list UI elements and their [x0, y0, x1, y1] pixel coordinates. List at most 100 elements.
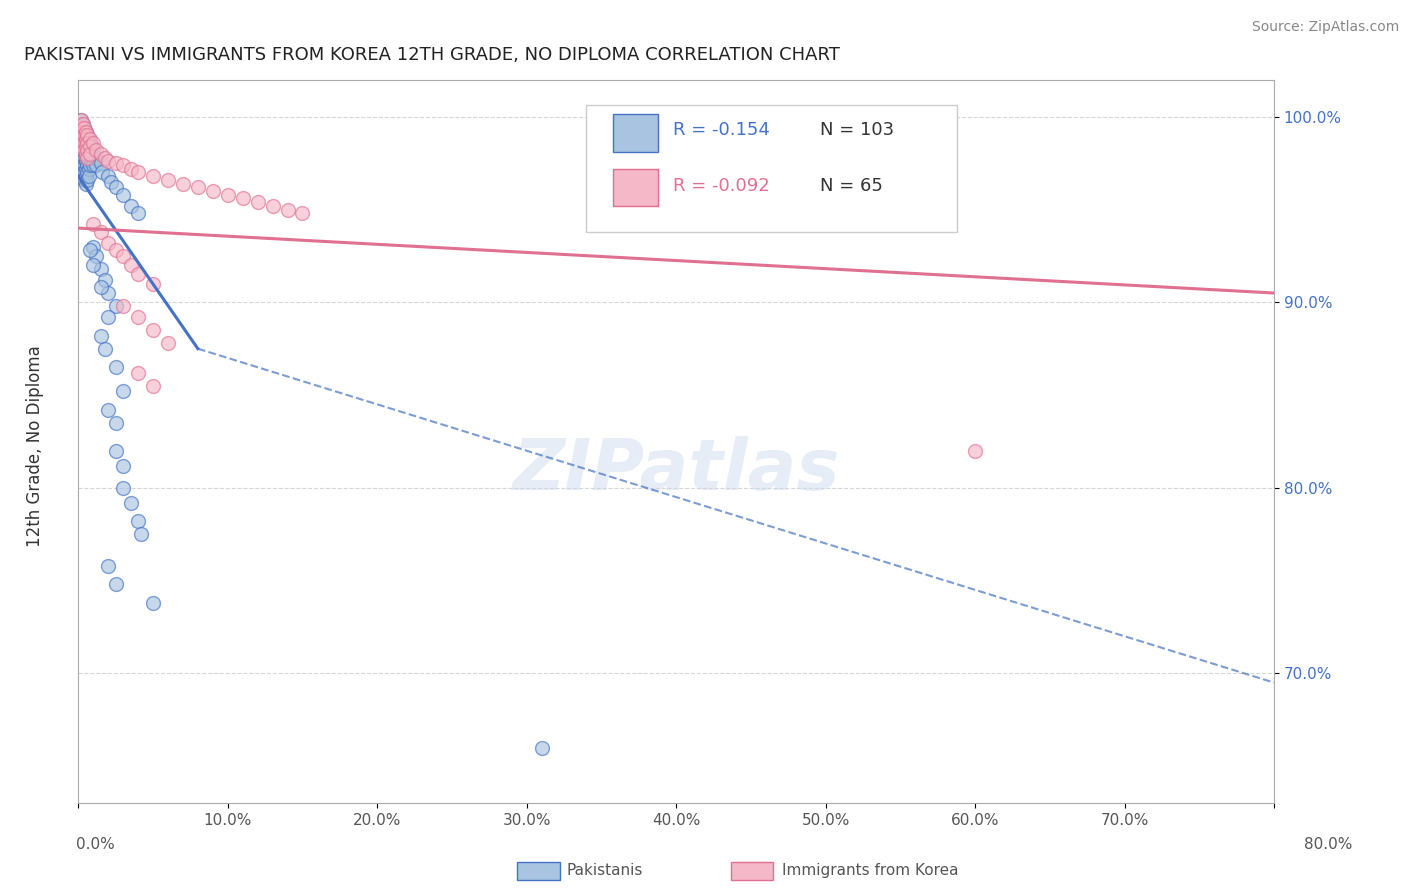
Point [69, 132, 91, 146]
Point [104, 360, 127, 375]
Point [112, 299, 135, 313]
Point [84, 143, 107, 157]
Point [72, 132, 94, 146]
Point [72, 139, 94, 153]
Point [112, 481, 135, 495]
Point [75, 177, 97, 191]
Point [91, 165, 114, 179]
Point [120, 199, 142, 213]
Point [80, 147, 103, 161]
Point [75, 139, 97, 153]
Point [73, 173, 96, 187]
Point [75, 125, 97, 139]
Point [73, 128, 96, 143]
Point [82, 136, 104, 150]
Point [70, 151, 93, 165]
Point [73, 151, 96, 165]
Point [127, 366, 149, 380]
Point [77, 139, 100, 153]
Point [77, 154, 100, 169]
Point [72, 147, 94, 161]
Point [70, 136, 93, 150]
Point [120, 496, 142, 510]
Point [142, 378, 165, 392]
Point [72, 117, 94, 131]
Point [70, 128, 93, 143]
Point [172, 177, 194, 191]
Point [82, 143, 104, 157]
Point [530, 740, 553, 755]
Point [79, 151, 101, 165]
Point [156, 173, 179, 187]
Point [97, 154, 120, 169]
Point [100, 175, 122, 189]
Point [73, 120, 96, 135]
Point [201, 184, 224, 198]
Text: 80.0%: 80.0% [1305, 838, 1353, 852]
Point [79, 139, 101, 153]
Point [75, 132, 97, 146]
Point [104, 416, 127, 430]
Point [120, 258, 142, 272]
Text: 0.0%: 0.0% [76, 838, 115, 852]
Point [142, 323, 165, 337]
Point [291, 206, 314, 220]
Point [77, 147, 100, 161]
Point [90, 261, 112, 276]
Point [72, 132, 94, 146]
Point [262, 199, 284, 213]
Text: PAKISTANI VS IMMIGRANTS FROM KOREA 12TH GRADE, NO DIPLOMA CORRELATION CHART: PAKISTANI VS IMMIGRANTS FROM KOREA 12TH … [24, 46, 841, 64]
Point [142, 596, 165, 610]
Point [76, 136, 98, 150]
Point [73, 120, 96, 135]
Point [142, 169, 165, 183]
Point [142, 277, 165, 291]
Point [82, 218, 104, 232]
Point [69, 137, 91, 152]
Point [97, 310, 120, 325]
Point [70, 120, 93, 135]
Point [75, 125, 97, 139]
Point [73, 165, 96, 179]
Point [72, 125, 94, 139]
Point [70, 161, 93, 176]
Point [90, 147, 112, 161]
Point [76, 151, 98, 165]
Point [104, 577, 127, 591]
Point [217, 187, 239, 202]
Point [84, 158, 107, 172]
Point [79, 147, 101, 161]
Point [97, 285, 120, 300]
Point [90, 280, 112, 294]
Text: Pakistanis: Pakistanis [567, 863, 643, 878]
Point [82, 158, 104, 172]
Point [76, 158, 98, 172]
Point [90, 328, 112, 343]
Point [90, 225, 112, 239]
Point [127, 268, 149, 282]
Point [90, 156, 112, 170]
Point [76, 128, 98, 143]
Point [70, 113, 93, 128]
Point [97, 169, 120, 183]
Point [70, 128, 93, 143]
Point [120, 161, 142, 176]
Point [127, 514, 149, 528]
Point [73, 158, 96, 172]
Point [277, 202, 299, 217]
Text: Source: ZipAtlas.com: Source: ZipAtlas.com [1251, 20, 1399, 34]
Point [82, 240, 104, 254]
FancyBboxPatch shape [613, 169, 658, 206]
Point [112, 158, 135, 172]
Point [79, 244, 101, 258]
Point [73, 128, 96, 143]
Point [77, 132, 100, 146]
Point [79, 136, 101, 150]
Point [127, 206, 149, 220]
Point [75, 132, 97, 146]
Point [70, 119, 93, 133]
Point [112, 458, 135, 473]
Point [70, 143, 93, 157]
Point [127, 165, 149, 179]
Point [72, 122, 94, 136]
